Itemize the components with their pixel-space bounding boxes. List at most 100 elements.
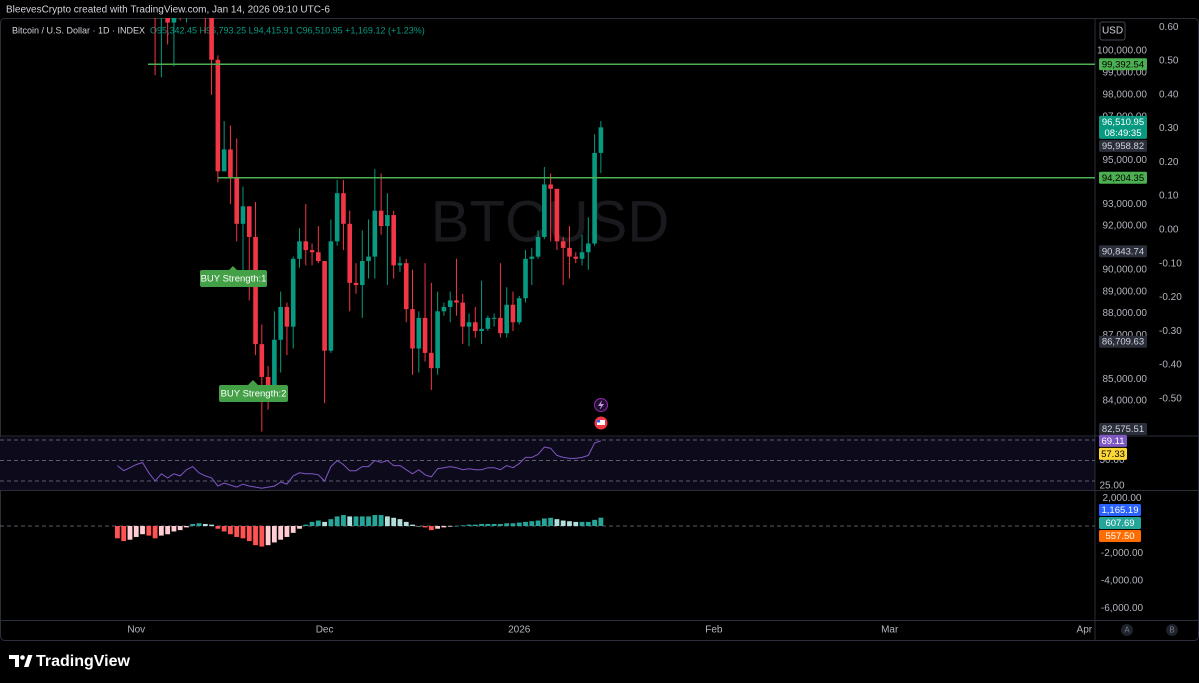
macd-histogram-bar — [498, 523, 503, 527]
candle-body — [579, 252, 585, 259]
macd-histogram-bar — [297, 526, 302, 529]
macd-histogram-bar — [554, 519, 560, 527]
y2-tick-label: -0.20 — [1159, 292, 1182, 303]
candle-body — [510, 304, 516, 323]
rsi-label-box — [1099, 434, 1127, 447]
candle-body — [171, 18, 177, 23]
candle-body — [221, 149, 227, 172]
candle-body — [598, 127, 604, 153]
candle-body — [567, 247, 572, 257]
candle-body — [447, 300, 453, 307]
macd-histogram-bar — [378, 515, 384, 527]
candle-body — [472, 322, 478, 332]
candle-body — [234, 177, 240, 224]
macd-histogram-bar — [567, 521, 572, 527]
macd-label: 607.69 — [1105, 518, 1134, 529]
macd-histogram-bar — [548, 517, 554, 527]
macd-tick-label: -6,000.00 — [1101, 603, 1144, 614]
candle-body — [152, 18, 158, 19]
candle-body — [385, 215, 390, 227]
macd-histogram-bar — [441, 526, 447, 528]
macd-tick-label: -2,000.00 — [1101, 548, 1144, 559]
macd-histogram-bar — [309, 521, 315, 527]
candle-body — [554, 188, 560, 242]
candle-body — [341, 193, 346, 224]
scale-button[interactable] — [1121, 624, 1133, 636]
candle-body — [391, 215, 396, 266]
macd-histogram-bar — [353, 516, 359, 527]
price-label-box — [1099, 115, 1147, 139]
price-label: 90,843.74 — [1102, 246, 1144, 257]
y-tick-label: 95,000.00 — [1103, 155, 1148, 166]
macd-histogram-bar — [479, 523, 484, 527]
macd-histogram-bar — [410, 524, 415, 527]
y-tick-label: 93,000.00 — [1103, 199, 1148, 210]
signal-arrow — [228, 266, 238, 271]
macd-histogram-bar — [315, 520, 321, 527]
candle-body — [297, 241, 302, 259]
y-tick-label: 99,000.00 — [1103, 68, 1148, 79]
macd-histogram-bar — [115, 526, 120, 539]
candle-body — [253, 236, 258, 345]
price-label-box — [1099, 423, 1147, 435]
rsi-tick-label: 50.00 — [1099, 455, 1124, 466]
candle-body — [284, 306, 290, 327]
candle-body — [422, 317, 428, 353]
candle-body — [523, 258, 528, 299]
macd-tick-label: -4,000.00 — [1101, 575, 1144, 586]
scale-button[interactable] — [1166, 624, 1178, 636]
candle-body — [328, 241, 334, 351]
candle-body — [303, 241, 309, 251]
macd-histogram-bar — [253, 526, 258, 546]
macd-histogram-bar — [397, 519, 403, 527]
macd-histogram-bar — [165, 526, 171, 535]
candle-body — [542, 184, 547, 237]
brand-name: TradingView — [36, 653, 131, 670]
candles — [152, 18, 604, 432]
y-tick-label: 84,000.00 — [1103, 396, 1148, 407]
macd-histogram-bar — [428, 526, 434, 531]
macd-histogram-bar — [202, 523, 208, 527]
macd-histogram-bar — [284, 526, 290, 537]
price-label: 99,392.54 — [1102, 59, 1144, 70]
logo-mark — [9, 655, 19, 667]
candle-body — [209, 18, 214, 60]
candle-body — [159, 18, 164, 19]
macd-histogram-bar — [334, 516, 340, 527]
countdown: 08:49:35 — [1105, 128, 1142, 139]
macd-histogram-bar — [171, 526, 177, 532]
currency-button[interactable] — [1099, 21, 1126, 41]
macd-histogram-bar — [460, 525, 466, 527]
y2-tick-label: -0.10 — [1159, 258, 1182, 269]
price-label: 95,958.82 — [1102, 141, 1144, 152]
scale-button-label[interactable]: A — [1124, 626, 1130, 635]
logo-mark — [20, 655, 25, 660]
flag — [597, 420, 600, 423]
rsi-line — [117, 440, 602, 489]
signal-box — [200, 270, 267, 287]
candle-body — [309, 250, 315, 253]
ohlc-legend: O95,342.45 H96,793.25 L94,415.91 C96,510… — [150, 25, 425, 35]
flag — [597, 420, 605, 425]
candle-body — [504, 304, 509, 334]
y-tick-label: 85,000.00 — [1103, 374, 1148, 385]
macd-histogram-bar — [384, 516, 390, 527]
macd-histogram-bar — [265, 526, 271, 546]
scale-button-label[interactable]: B — [1169, 626, 1174, 635]
signal-box — [219, 385, 288, 402]
plot: Nov Dec 2026 Feb Mar Apr 100,000.00 99,000.00 98… — [0, 18, 1182, 636]
rsi-pane — [0, 437, 1095, 490]
candle-body — [529, 256, 535, 259]
macd-label-box — [1099, 530, 1141, 543]
macd-histogram-bar — [271, 526, 277, 543]
macd-histogram-bar — [391, 517, 397, 527]
price-label-box — [1099, 335, 1147, 348]
macd-histogram-bar — [209, 524, 214, 527]
candle-body — [397, 263, 403, 266]
signal-text: BUY Strength:2 — [221, 389, 287, 400]
candle-body — [573, 256, 579, 259]
candle-body — [479, 328, 484, 332]
candle-body — [272, 339, 277, 386]
currency-label[interactable]: USD — [1102, 26, 1123, 37]
macd-histogram-bar — [121, 526, 127, 542]
